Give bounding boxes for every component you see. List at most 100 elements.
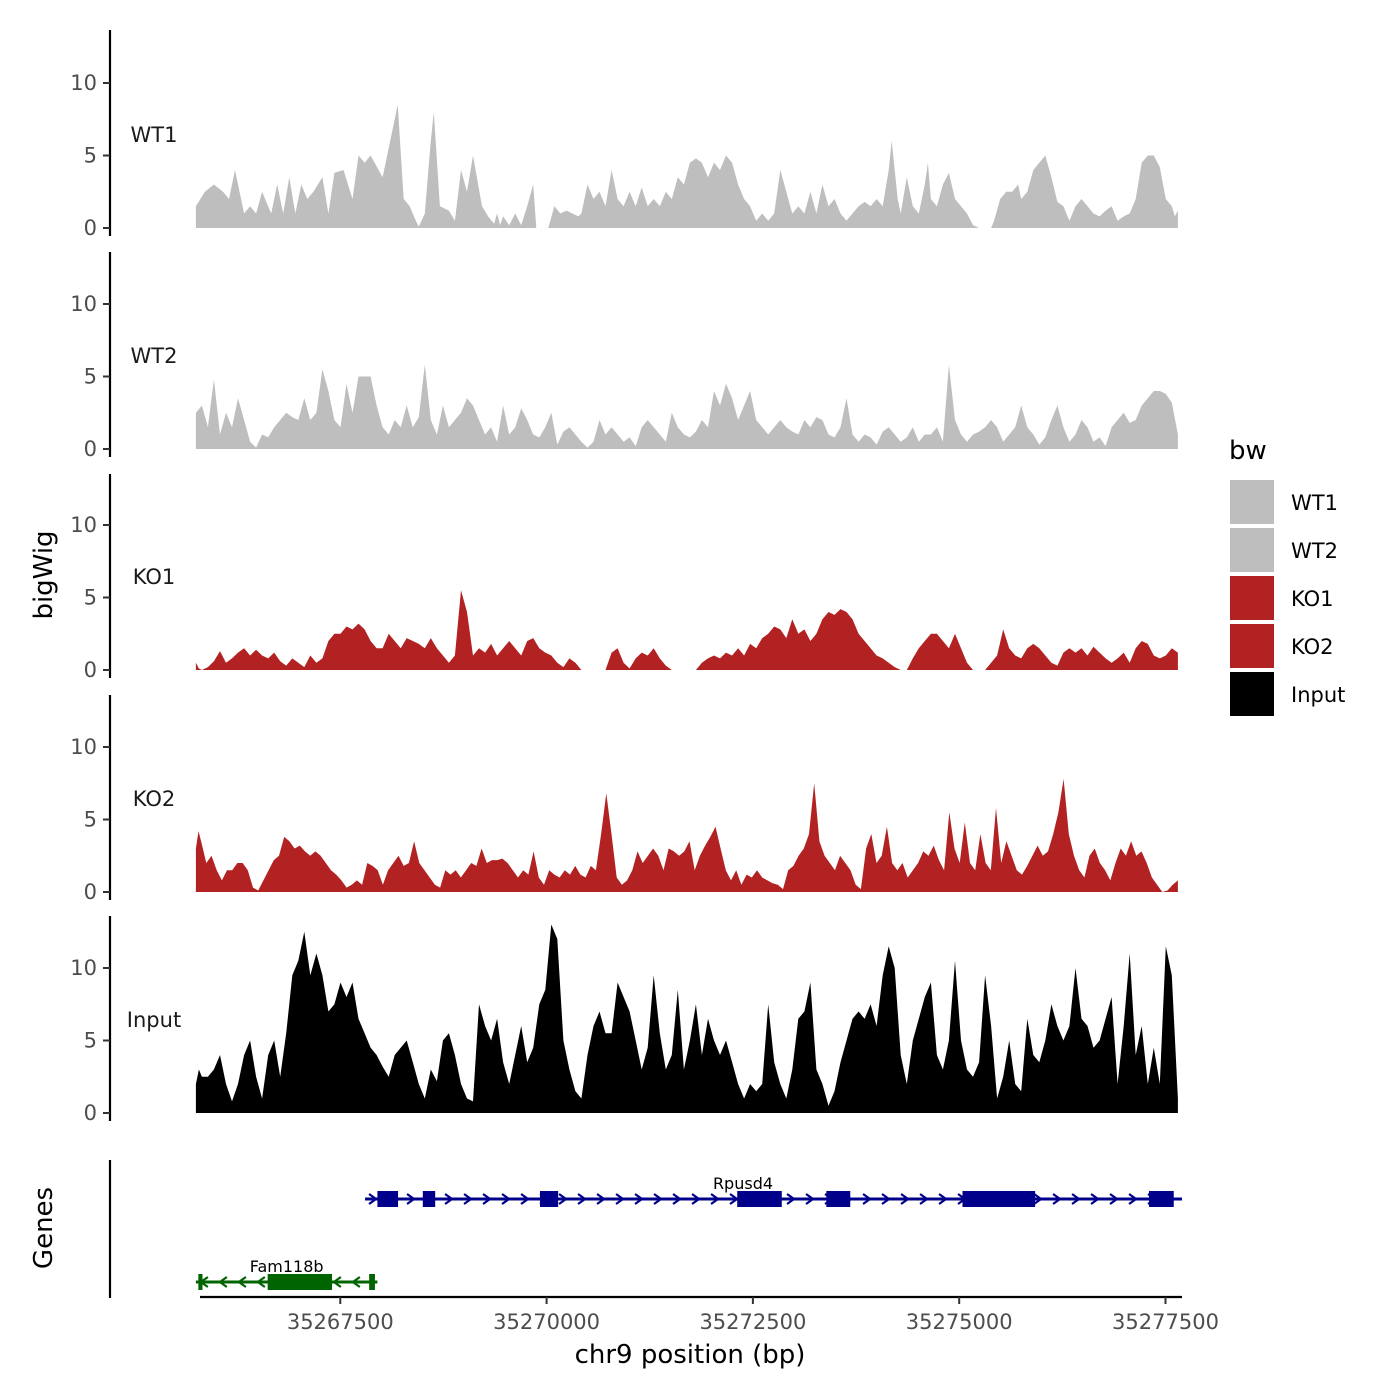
strand-arrow (729, 1193, 739, 1205)
legend: bw WT1 WT2 KO1 KO2 Input (1229, 436, 1345, 716)
legend-label: KO1 (1291, 587, 1334, 611)
y-axis-title: bigWig (29, 530, 59, 619)
legend-item-wt1: WT1 (1230, 480, 1338, 524)
y-tick-label: 5 (84, 1029, 97, 1053)
strand-arrow (862, 1193, 872, 1205)
exon-block (539, 1191, 559, 1207)
signal-area-ko1 (195, 590, 1178, 670)
y-tick-label: 0 (84, 880, 97, 904)
track-label: KO2 (133, 787, 176, 811)
strand-arrow (1109, 1193, 1119, 1205)
signal-area-ko2 (195, 778, 1178, 892)
strand-arrow (236, 1276, 247, 1288)
signal-area-wt1 (195, 104, 1178, 228)
strand-arrow (786, 1193, 796, 1205)
strand-arrow (217, 1276, 228, 1288)
exon-block (267, 1274, 333, 1290)
legend-item-input: Input (1230, 672, 1345, 716)
legend-swatch (1230, 528, 1274, 572)
strand-arrow (520, 1193, 530, 1205)
gene-label: Rpusd4 (713, 1174, 773, 1193)
legend-title: bw (1229, 436, 1267, 466)
y-tick-label: 10 (70, 735, 97, 759)
strand-arrow (596, 1193, 606, 1205)
strand-arrow (331, 1276, 342, 1288)
legend-label: Input (1291, 683, 1345, 707)
genes-axis-title: Genes (29, 1187, 59, 1269)
strand-arrow (1090, 1193, 1100, 1205)
x-axis-title: chr9 position (bp) (575, 1340, 806, 1370)
strand-arrow (919, 1193, 929, 1205)
signal-area-input (195, 924, 1178, 1113)
legend-swatch (1230, 672, 1274, 716)
legend-swatch (1230, 480, 1274, 524)
track-label: WT2 (131, 344, 178, 368)
track-label: WT1 (131, 123, 178, 147)
x-tick-label: 35277500 (1112, 1310, 1219, 1334)
strand-arrow (1128, 1193, 1138, 1205)
genes-layer: Fam118b Rpusd4 (108, 1160, 1182, 1298)
y-tick-label: 0 (84, 1101, 97, 1125)
exon-block (1148, 1191, 1174, 1207)
exon-block (737, 1191, 782, 1207)
strand-arrow (406, 1193, 416, 1205)
exon-block (198, 1274, 203, 1290)
y-tick-label: 0 (84, 216, 97, 240)
strand-arrow (672, 1193, 682, 1205)
x-axis: 35267500 35270000 35272500 35275000 35277500 (200, 1295, 1219, 1334)
track-panel-ko1: 0 5 10 KO1 (70, 474, 1178, 682)
gene-rpusd4: Rpusd4 (365, 1174, 1182, 1207)
x-tick-label: 35270000 (493, 1310, 600, 1334)
legend-item-ko1: KO1 (1230, 576, 1334, 620)
legend-swatch (1230, 624, 1274, 668)
legend-item-wt2: WT2 (1230, 528, 1338, 572)
tracks-layer: 0 5 10 WT1 0 5 10 WT2 0 5 10 KO1 0 5 10 KO2 0 5 10 Input (70, 30, 1178, 1125)
strand-arrow (558, 1193, 568, 1205)
y-tick-label: 5 (84, 808, 97, 832)
legend-label: WT2 (1291, 539, 1338, 563)
strand-arrow (900, 1193, 910, 1205)
strand-arrow (653, 1193, 663, 1205)
exon-block (369, 1274, 375, 1290)
y-tick-label: 0 (84, 437, 97, 461)
y-tick-label: 0 (84, 658, 97, 682)
y-tick-label: 5 (84, 144, 97, 168)
strand-arrow (805, 1193, 815, 1205)
legend-item-ko2: KO2 (1230, 624, 1334, 668)
strand-arrow (938, 1193, 948, 1205)
strand-arrow (710, 1193, 720, 1205)
x-tick-label: 35275000 (906, 1310, 1013, 1334)
exon-block (377, 1191, 399, 1207)
strand-arrow (444, 1193, 454, 1205)
track-panel-ko2: 0 5 10 KO2 (70, 695, 1178, 904)
y-tick-label: 10 (70, 956, 97, 980)
track-panel-input: 0 5 10 Input (70, 916, 1178, 1125)
exon-block (422, 1191, 436, 1207)
legend-label: WT1 (1291, 491, 1338, 515)
track-panel-wt2: 0 5 10 WT2 (70, 252, 1178, 461)
y-tick-label: 10 (70, 513, 97, 537)
strand-arrow (501, 1193, 511, 1205)
gene-label: Fam118b (250, 1257, 324, 1276)
strand-arrow (634, 1193, 644, 1205)
strand-arrow (255, 1276, 266, 1288)
y-tick-label: 10 (70, 71, 97, 95)
y-tick-label: 5 (84, 365, 97, 389)
strand-arrow (691, 1193, 701, 1205)
strand-arrow (881, 1193, 891, 1205)
track-label: Input (127, 1008, 181, 1032)
track-label: KO1 (133, 565, 176, 589)
strand-arrow (577, 1193, 587, 1205)
strand-arrow (1052, 1193, 1062, 1205)
exon-block (962, 1191, 1036, 1207)
y-tick-label: 10 (70, 292, 97, 316)
x-tick-label: 35267500 (287, 1310, 394, 1334)
strand-arrow (350, 1276, 361, 1288)
track-panel-wt1: 0 5 10 WT1 (70, 30, 1178, 240)
y-tick-label: 5 (84, 586, 97, 610)
strand-arrow (615, 1193, 625, 1205)
signal-area-wt2 (195, 364, 1178, 449)
legend-label: KO2 (1291, 635, 1334, 659)
gene-fam118b: Fam118b (195, 1257, 378, 1290)
